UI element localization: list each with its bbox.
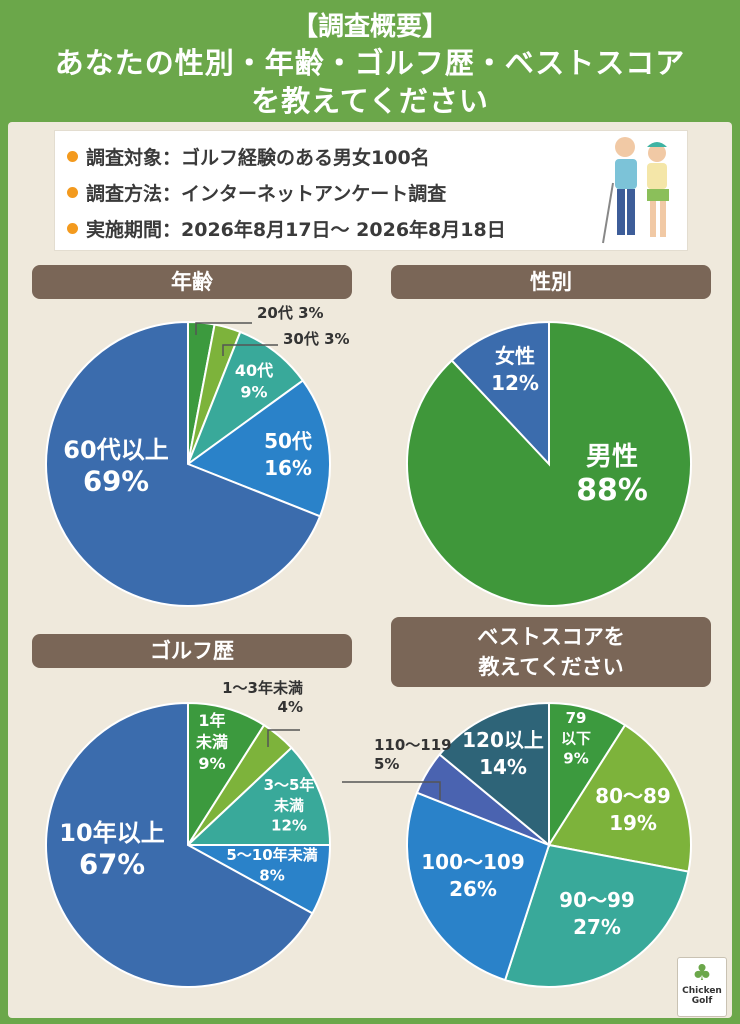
survey-period: 実施期間：2026年8月17日～ 2026年8月18日: [86, 219, 506, 241]
slice-label-score-0: 79 以下 9%: [561, 709, 591, 768]
pie-gender: [406, 320, 692, 607]
pie-history: [45, 701, 332, 988]
pie-slice-score-3: [406, 791, 551, 982]
survey-target-row: 調査対象：ゴルフ経験のある男女100名: [67, 143, 430, 170]
slice-label-gender-1: 女性 12%: [491, 344, 539, 395]
survey-info-box: 調査対象：ゴルフ経験のある男女100名 調査方法：インターネットアンケート調査 …: [55, 131, 687, 250]
survey-period-row: 実施期間：2026年8月17日～ 2026年8月18日: [67, 215, 506, 242]
logo-text2: Golf: [691, 996, 713, 1006]
slice-label-age-4: 60代以上 69%: [63, 436, 168, 497]
logo-text1: Chicken: [682, 986, 722, 996]
slice-label-age-3: 50代 16%: [264, 429, 312, 480]
pie-slice-age-2: [185, 330, 305, 467]
pie-slice-age-3: [185, 379, 331, 518]
slice-label-history-2: 3～5年未満 12%: [264, 776, 315, 835]
pie-slice-score-1: [547, 723, 692, 873]
chicken-logo-icon: ♣: [692, 961, 712, 986]
age-title-tag: 年齢: [32, 265, 352, 299]
pie-slice-age-4: [45, 320, 322, 607]
leader-line: [342, 781, 441, 800]
slice-label-score-4: 110～119 5%: [374, 736, 452, 773]
slice-label-gender-0: 男性 88%: [576, 442, 648, 508]
bullet-icon: [67, 151, 78, 162]
survey-method-row: 調査方法：インターネットアンケート調査: [67, 179, 446, 206]
header-line3: を教えてください: [251, 84, 489, 118]
pie-slice-history-4: [45, 701, 314, 988]
slice-label-history-4: 10年以上 67%: [59, 819, 164, 880]
pie-slice-gender-1: [450, 320, 550, 467]
bullet-icon: [67, 187, 78, 198]
pie-slice-score-2: [503, 843, 690, 988]
pie-score: [406, 701, 692, 988]
slice-label-age-1: 30代 3%: [283, 330, 350, 348]
survey-method: 調査方法：インターネットアンケート調査: [86, 183, 447, 205]
header-line1: 【調査概要】: [291, 12, 448, 42]
survey-target: 調査対象：ゴルフ経験のある男女100名: [86, 147, 430, 169]
pie-slice-history-2: [185, 746, 332, 846]
slice-label-score-1: 80～89 19%: [595, 784, 671, 835]
leader-line: [222, 344, 278, 356]
slice-label-score-3: 100～109 26%: [421, 850, 525, 901]
leader-line: [195, 322, 252, 335]
pie-age: [45, 320, 331, 607]
gender-title-tag: 性別: [391, 265, 711, 299]
leader-line: [267, 729, 300, 747]
golfers-illustration: [602, 137, 669, 244]
pie-slice-score-0: [548, 701, 627, 849]
header: 【調査概要】 あなたの性別・年齢・ゴルフ歴・ベストスコア を教えてください: [0, 0, 740, 122]
bullet-icon: [67, 223, 78, 234]
slice-label-history-0: 1年未満 9%: [195, 711, 228, 773]
slice-label-age-2: 40代 9%: [235, 361, 273, 402]
pie-slice-gender-0: [406, 320, 692, 607]
slice-label-history-1: 1～3年未満 4%: [222, 679, 303, 716]
slice-label-age-0: 20代 3%: [257, 304, 324, 322]
slice-label-history-3: 5～10年未満 8%: [226, 846, 317, 884]
pie-slice-score-5: [438, 701, 550, 848]
best-score-title-line2: 教えてください: [478, 655, 624, 679]
slice-label-score-2: 90～99 27%: [559, 888, 635, 939]
slice-label-score-5: 120以上 14%: [462, 728, 544, 779]
chicken-golf-logo: ♣ Chicken Golf: [677, 957, 727, 1017]
best-score-title-tag: ベストスコアを 教えてください: [391, 617, 711, 687]
header-line2: あなたの性別・年齢・ゴルフ歴・ベストスコア: [54, 46, 686, 80]
best-score-title-line1: ベストスコアを: [477, 625, 625, 649]
golf-history-title-tag: ゴルフ歴: [32, 634, 352, 668]
pie-slice-history-0: [187, 701, 266, 849]
